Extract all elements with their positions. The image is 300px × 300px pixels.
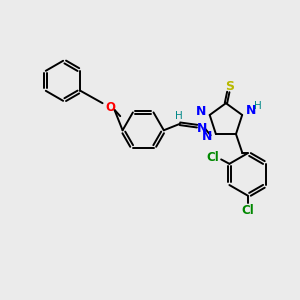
Text: N: N [202, 130, 212, 143]
Text: H: H [254, 100, 261, 111]
Text: N: N [197, 122, 208, 135]
Text: Cl: Cl [242, 204, 254, 217]
Text: O: O [106, 101, 116, 114]
Text: N: N [196, 105, 206, 118]
Text: Cl: Cl [207, 151, 220, 164]
Text: H: H [175, 111, 183, 122]
Text: N: N [246, 104, 256, 117]
Text: S: S [225, 80, 234, 93]
